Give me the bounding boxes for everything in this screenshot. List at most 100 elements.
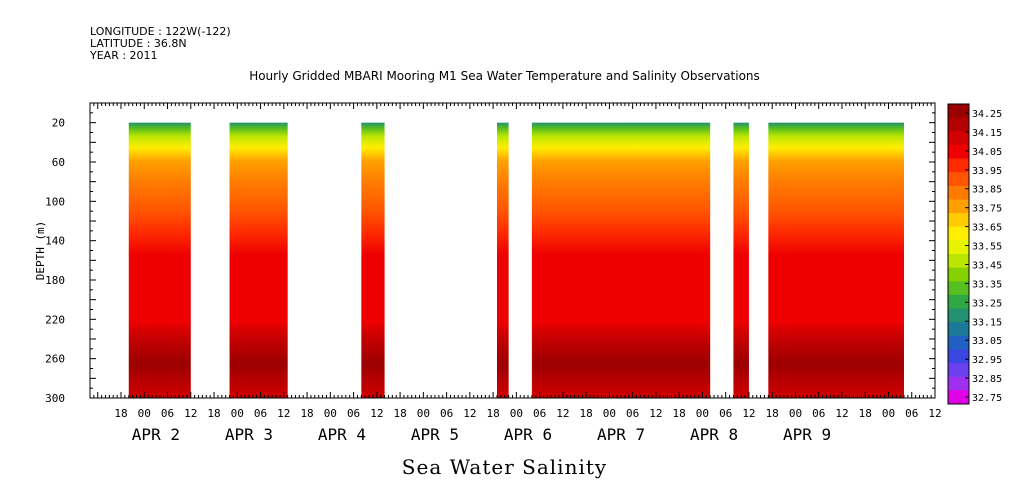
bottom-title: Sea Water Salinity	[401, 455, 608, 479]
x-hour-label: 06	[440, 407, 453, 420]
x-hour-label: 12	[649, 407, 662, 420]
x-hour-label: 12	[370, 407, 383, 420]
y-tick-label: 140	[45, 235, 65, 248]
data-segment	[496, 122, 509, 399]
colorbar-swatch	[948, 390, 969, 405]
x-hour-label: 18	[300, 407, 313, 420]
colorbar-label: 33.05	[972, 336, 1002, 347]
x-hour-label: 06	[812, 407, 825, 420]
x-hour-label: 18	[580, 407, 593, 420]
colorbar-label: 34.25	[972, 109, 1002, 120]
y-tick-label: 20	[52, 117, 65, 130]
x-hour-label: 06	[626, 407, 639, 420]
x-hour-label: 18	[859, 407, 872, 420]
colorbar-label: 32.95	[972, 355, 1002, 366]
data-segment	[768, 122, 904, 399]
colorbar-swatch	[948, 294, 969, 310]
x-hour-label: 00	[138, 407, 151, 420]
x-day-label: APR 4	[318, 425, 366, 444]
colorbar-label: 33.25	[972, 298, 1002, 309]
data-segment	[229, 122, 288, 399]
colorbar-label: 34.15	[972, 128, 1002, 139]
data-segment	[531, 122, 711, 399]
x-hour-label: 00	[789, 407, 802, 420]
colorbar-label: 33.45	[972, 260, 1002, 271]
x-hour-label: 00	[417, 407, 430, 420]
chart-title: Hourly Gridded MBARI Mooring M1 Sea Wate…	[249, 69, 760, 83]
colorbar-label: 32.85	[972, 374, 1002, 385]
colorbar-label: 33.75	[972, 204, 1002, 215]
colorbar-swatch	[948, 363, 969, 378]
y-tick-label: 220	[45, 313, 65, 326]
colorbar-swatch	[948, 240, 969, 255]
x-hour-label: 06	[719, 407, 732, 420]
colorbar-swatch	[948, 349, 969, 364]
colorbar-swatch	[948, 226, 969, 241]
x-hour-label: 12	[184, 407, 197, 420]
colorbar-swatch	[948, 322, 969, 337]
x-hour-label: 00	[882, 407, 895, 420]
colorbar-label: 33.35	[972, 279, 1002, 290]
y-tick-label: 180	[45, 274, 65, 287]
colorbar-swatch	[948, 335, 969, 350]
x-hour-label: 12	[742, 407, 755, 420]
colorbar-swatch	[948, 254, 969, 269]
x-hour-label: 12	[277, 407, 290, 420]
x-hour-label: 18	[766, 407, 779, 420]
y-tick-label: 300	[45, 392, 65, 405]
x-hour-label: 00	[324, 407, 337, 420]
x-hour-label: 18	[393, 407, 406, 420]
y-tick-label: 60	[52, 156, 65, 169]
axes: 20 60 100 140 180 220 260 300 DEPTH (m) 18 00 06 12 1…	[34, 102, 942, 444]
colorbar-label: 33.85	[972, 185, 1002, 196]
y-axis-label: DEPTH (m)	[34, 221, 47, 281]
colorbar-swatch	[948, 185, 969, 200]
colorbar-swatch	[948, 213, 969, 228]
x-hour-label: 12	[835, 407, 848, 420]
x-day-label: APR 6	[504, 425, 552, 444]
colorbar-swatch	[948, 117, 969, 132]
y-tick-label: 100	[45, 195, 65, 208]
x-hour-label: 00	[231, 407, 244, 420]
x-hour-label: 06	[254, 407, 267, 420]
x-hour-label: 12	[928, 407, 941, 420]
x-day-label: APR 3	[225, 425, 273, 444]
colorbar-swatch	[948, 281, 969, 296]
colorbar-swatch	[948, 158, 969, 173]
colorbar-swatch	[948, 199, 969, 214]
colorbar-label: 33.95	[972, 166, 1002, 177]
x-day-label: APR 2	[132, 425, 180, 444]
y-tick-label: 260	[45, 353, 65, 366]
colorbar-label: 33.65	[972, 223, 1002, 234]
x-hour-label: 18	[673, 407, 686, 420]
x-day-label: APR 9	[783, 425, 831, 444]
colorbar-label: 32.75	[972, 393, 1002, 404]
colorbar-swatch	[948, 144, 969, 160]
x-hour-label: 18	[207, 407, 220, 420]
x-day-label: APR 7	[597, 425, 645, 444]
colorbar-swatch	[948, 131, 969, 146]
x-day-label: APR 8	[690, 425, 738, 444]
longitude-label: LONGITUDE : 122W(-122)	[90, 25, 231, 38]
x-hour-label: 12	[463, 407, 476, 420]
x-hour-label: 06	[161, 407, 174, 420]
x-hour-label: 06	[533, 407, 546, 420]
colorbar: 34.25 34.15 34.05 33.95 33.85 33.75 33.65 33.55…	[947, 103, 1002, 405]
plot-area	[128, 122, 904, 399]
data-segment	[361, 122, 385, 399]
colorbar-label: 33.55	[972, 242, 1002, 253]
colorbar-swatch	[948, 267, 969, 282]
data-segment	[128, 122, 191, 399]
x-hour-label: 12	[556, 407, 569, 420]
x-hour-label: 18	[114, 407, 127, 420]
x-hour-label: 06	[905, 407, 918, 420]
year-label: YEAR : 2011	[90, 49, 158, 62]
x-hour-label: 00	[696, 407, 709, 420]
data-segment	[733, 122, 749, 399]
colorbar-swatch	[948, 172, 969, 187]
colorbar-swatch	[948, 104, 969, 119]
colorbar-label: 34.05	[972, 147, 1002, 158]
x-hour-label: 06	[347, 407, 360, 420]
colorbar-swatch	[948, 376, 969, 391]
colorbar-label: 33.15	[972, 317, 1002, 328]
